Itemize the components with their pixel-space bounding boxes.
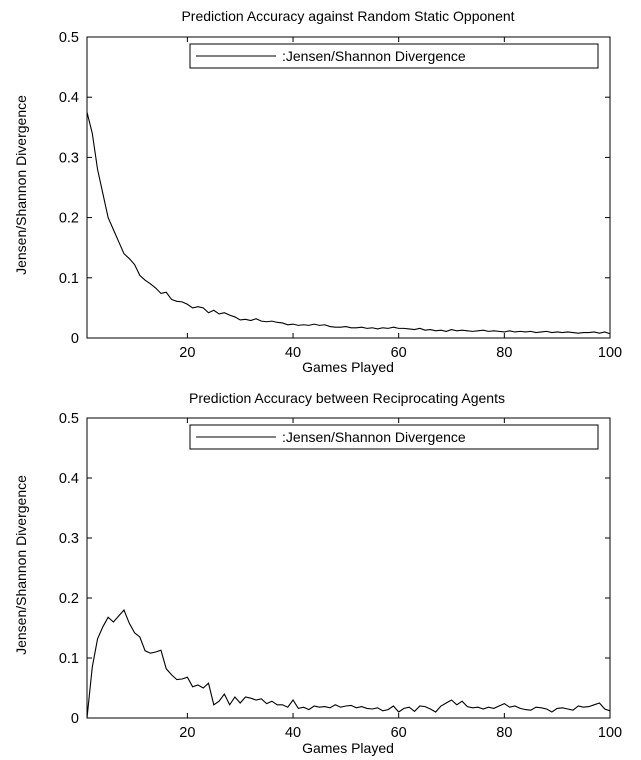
y-tick-label: 0.1 — [59, 651, 79, 667]
x-axis-label: Games Played — [302, 359, 394, 375]
x-axis-label: Games Played — [302, 740, 394, 756]
legend: :Jensen/Shannon Divergence — [190, 425, 598, 449]
chart-bottom: Prediction Accuracy between Reciprocatin… — [13, 390, 622, 756]
ticks: 0 0.1 0.2 0.3 0.4 0.5 20 40 60 80 100 — [59, 411, 622, 741]
legend: :Jensen/Shannon Divergence — [190, 44, 598, 68]
plot-area — [87, 418, 610, 718]
x-tick-label: 80 — [496, 725, 512, 741]
series-line-0 — [87, 112, 610, 334]
y-tick-label: 0.5 — [59, 411, 79, 427]
chart-top: Prediction Accuracy against Random Stati… — [13, 8, 622, 375]
x-tick-label: 20 — [179, 725, 195, 741]
x-tick-label: 100 — [598, 725, 622, 741]
y-tick-label: 0 — [71, 711, 79, 727]
y-tick-label: 0.2 — [59, 211, 79, 227]
x-tick-label: 40 — [285, 725, 301, 741]
chart-title: Prediction Accuracy against Random Stati… — [181, 8, 514, 24]
x-tick-label: 100 — [598, 345, 622, 361]
x-tick-label: 60 — [391, 345, 407, 361]
y-axis-label: Jensen/Shannon Divergence — [13, 475, 29, 655]
y-tick-label: 0 — [71, 331, 79, 347]
legend-entry: :Jensen/Shannon Divergence — [282, 48, 466, 64]
y-tick-label: 0.4 — [59, 90, 79, 106]
y-tick-label: 0.2 — [59, 591, 79, 607]
x-tick-label: 40 — [285, 345, 301, 361]
y-tick-label: 0.5 — [59, 30, 79, 46]
legend-entry: :Jensen/Shannon Divergence — [282, 429, 466, 445]
series-line-0 — [87, 610, 610, 718]
series-marks — [87, 112, 610, 334]
x-tick-label: 80 — [496, 345, 512, 361]
y-tick-label: 0.3 — [59, 531, 79, 547]
ticks: 0 0.1 0.2 0.3 0.4 0.5 20 40 60 80 100 — [59, 30, 622, 361]
y-tick-label: 0.4 — [59, 471, 79, 487]
chart-title: Prediction Accuracy between Reciprocatin… — [189, 390, 505, 406]
y-tick-label: 0.3 — [59, 150, 79, 166]
y-tick-label: 0.1 — [59, 271, 79, 287]
y-axis-label: Jensen/Shannon Divergence — [13, 95, 29, 275]
x-tick-label: 60 — [391, 725, 407, 741]
x-tick-label: 20 — [179, 345, 195, 361]
series-marks — [87, 610, 610, 718]
